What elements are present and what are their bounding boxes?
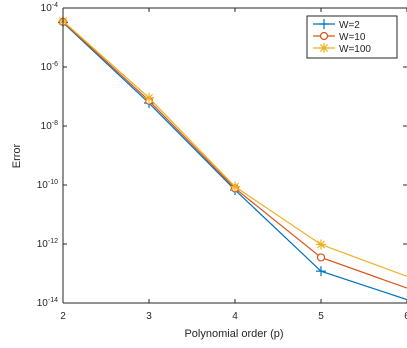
legend-marker: [319, 31, 329, 41]
data-point: [144, 92, 154, 103]
x-axis-label: Polynomial order (p): [184, 328, 283, 340]
x-tick-label: 2: [60, 311, 66, 322]
data-point: [316, 239, 326, 250]
legend-item: W=2: [313, 19, 360, 31]
x-tick-label: 5: [318, 311, 324, 322]
data-point: [316, 266, 326, 277]
y-tick-label: 10-8: [41, 120, 58, 132]
x-tick-label: 6: [404, 311, 407, 322]
y-tick-label: 10-10: [37, 179, 58, 191]
legend-item: W=10: [313, 31, 366, 43]
x-tick-label: 3: [146, 311, 152, 322]
tick-layer: 10-14 10-12 10-10 10-8 10-6 10-4 2 3 4 5 6: [37, 2, 407, 322]
y-tick-label: 10-12: [37, 238, 58, 250]
series-w-100: [58, 16, 407, 277]
legend: W=2W=10W=100: [306, 15, 398, 59]
legend-label: W=2: [339, 20, 360, 31]
y-axis-label: Error: [11, 143, 23, 168]
y-tick-label: 10-14: [37, 297, 58, 309]
legend-label: W=10: [339, 32, 366, 43]
y-tick-label: 10-6: [41, 61, 58, 73]
legend-marker: [319, 43, 329, 53]
data-point: [230, 181, 240, 192]
y-tick-label: 10-4: [41, 2, 58, 14]
legend-item: W=100: [313, 43, 371, 55]
legend-label: W=100: [339, 44, 371, 55]
legend-marker: [319, 19, 329, 29]
x-tick-label: 4: [232, 311, 238, 322]
data-point: [316, 253, 326, 262]
axis-layer: [62, 7, 407, 304]
